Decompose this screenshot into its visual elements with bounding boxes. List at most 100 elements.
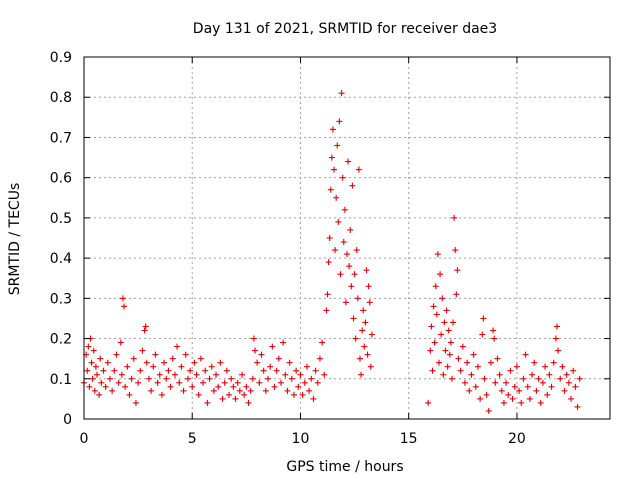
data-point [230, 383, 237, 390]
data-point [303, 363, 310, 370]
data-point [524, 383, 531, 390]
data-point [550, 359, 557, 366]
data-point [88, 359, 95, 366]
data-point [336, 118, 343, 125]
data-point [252, 347, 259, 354]
y-tick-label: 0.2 [50, 332, 72, 348]
data-point [280, 339, 287, 346]
data-point [561, 387, 568, 394]
chart-title: Day 131 of 2021, SRMTID for receiver dae… [193, 21, 497, 37]
data-point [365, 283, 372, 290]
data-point [284, 387, 291, 394]
data-point [308, 375, 315, 382]
data-point [470, 351, 477, 358]
data-point [135, 379, 142, 386]
data-point [169, 355, 176, 362]
data-point [137, 367, 144, 374]
data-point [328, 154, 335, 161]
data-point [446, 351, 453, 358]
data-point [429, 367, 436, 374]
data-point [565, 379, 572, 386]
data-point [232, 395, 239, 402]
data-point [570, 367, 577, 374]
data-point [358, 371, 365, 378]
data-point [119, 295, 126, 302]
data-point [439, 295, 446, 302]
data-point [537, 399, 544, 406]
data-point [152, 351, 159, 358]
data-point [286, 359, 293, 366]
data-point [340, 239, 347, 246]
data-point [288, 375, 295, 382]
data-point [189, 383, 196, 390]
data-point [193, 371, 200, 378]
data-point [552, 335, 559, 342]
data-point [444, 363, 451, 370]
data-point [165, 367, 172, 374]
data-point [362, 319, 369, 326]
data-point [324, 291, 331, 298]
data-point [117, 339, 124, 346]
data-point [483, 391, 490, 398]
data-point [477, 395, 484, 402]
data-point [464, 359, 471, 366]
data-point [182, 351, 189, 358]
data-point [516, 387, 523, 394]
data-point [178, 363, 185, 370]
data-point [487, 359, 494, 366]
data-point [433, 311, 440, 318]
data-point [507, 367, 514, 374]
data-point [350, 315, 357, 322]
data-point [354, 295, 361, 302]
data-point [176, 379, 183, 386]
data-point [325, 259, 332, 266]
data-point [555, 347, 562, 354]
data-point [335, 218, 342, 225]
data-point [254, 359, 261, 366]
data-point [544, 391, 551, 398]
data-point [563, 371, 570, 378]
data-point [503, 379, 510, 386]
data-point [293, 367, 300, 374]
data-point [306, 387, 313, 394]
data-point [344, 251, 350, 258]
data-point [341, 206, 348, 213]
data-point [124, 363, 131, 370]
data-point [208, 363, 215, 370]
data-point [243, 383, 250, 390]
data-point [498, 387, 505, 394]
data-point [452, 247, 459, 254]
data-point [319, 339, 326, 346]
data-point [102, 383, 109, 390]
data-point [142, 323, 149, 330]
data-point [430, 303, 437, 310]
data-point [445, 327, 452, 334]
data-point [437, 271, 444, 278]
data-point [321, 371, 328, 378]
data-point [121, 303, 128, 310]
data-point [356, 355, 363, 362]
data-point [353, 247, 360, 254]
data-point [267, 363, 274, 370]
data-point [106, 375, 113, 382]
data-point [93, 371, 100, 378]
data-point [239, 371, 246, 378]
data-point [522, 351, 529, 358]
data-point [260, 367, 267, 374]
data-point [258, 351, 265, 358]
data-point [443, 307, 450, 314]
x-axis-label: GPS time / hours [286, 459, 403, 475]
data-point [351, 271, 358, 278]
data-point [295, 383, 302, 390]
data-point [431, 339, 438, 346]
data-point [461, 379, 468, 386]
data-point [368, 331, 375, 338]
data-point [466, 387, 473, 394]
data-point [141, 327, 148, 334]
data-point [226, 391, 233, 398]
data-point [104, 359, 111, 366]
data-point [468, 371, 475, 378]
data-point [342, 299, 349, 306]
data-point [546, 371, 553, 378]
data-point [221, 379, 228, 386]
